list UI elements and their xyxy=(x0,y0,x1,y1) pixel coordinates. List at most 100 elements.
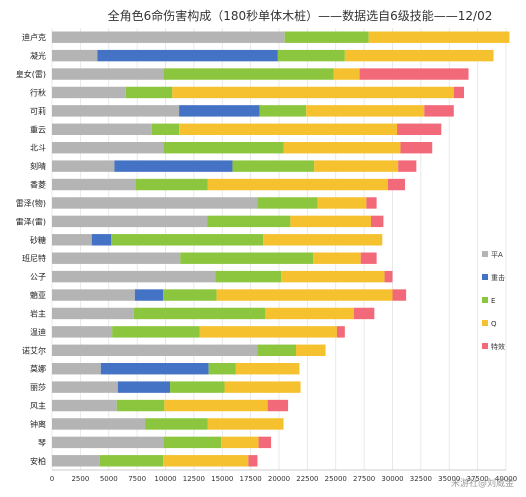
bar-segment xyxy=(453,86,465,99)
bar-segment xyxy=(179,123,398,136)
category-label: 岩主 xyxy=(30,308,46,318)
category-label: 丽莎 xyxy=(30,382,46,392)
bar-segment xyxy=(114,160,233,172)
category-label: 钟离 xyxy=(30,419,46,429)
bar-segment xyxy=(112,326,200,338)
x-axis-tick-labels: 0 2500 5000 7500 10000 12500 15000 17500 20000 22… xyxy=(50,475,517,483)
bar-segment xyxy=(52,141,164,154)
bar-segment xyxy=(397,123,442,136)
bar-segment xyxy=(117,381,171,393)
legend-swatch xyxy=(482,274,488,280)
bar-segment xyxy=(284,31,369,43)
bar-segment xyxy=(52,178,136,191)
legend-swatch xyxy=(482,320,488,326)
bar-segment xyxy=(116,399,165,412)
category-label: 公子 xyxy=(30,273,46,282)
bar-segment xyxy=(290,215,371,228)
x-tick-label: 2500 xyxy=(71,475,89,483)
bar-segment xyxy=(52,68,164,80)
bar-segment xyxy=(313,252,361,264)
bar-segment xyxy=(387,178,405,191)
x-tick-label: 20000 xyxy=(268,475,290,483)
category-label: 琴 xyxy=(38,438,46,447)
grid-lines xyxy=(51,28,507,471)
x-tick-label: 7500 xyxy=(128,475,146,483)
bar-segment xyxy=(257,197,318,209)
bar-segment xyxy=(296,344,326,357)
bar-segment xyxy=(199,326,337,338)
category-label: 皇女(雷) xyxy=(16,69,46,79)
bar-segment xyxy=(207,215,291,228)
bar-segment xyxy=(366,197,377,209)
bar-segment xyxy=(259,105,307,117)
category-label: 重云 xyxy=(30,124,46,134)
x-tick-label: 40000 xyxy=(495,475,517,483)
bar-segment xyxy=(216,289,393,301)
category-label: 可莉 xyxy=(30,106,46,116)
x-tick-label: 0 xyxy=(50,475,54,483)
bar-segment xyxy=(277,49,345,62)
category-label: 北斗 xyxy=(30,144,46,153)
bar-segment xyxy=(52,418,146,430)
bar-segment xyxy=(100,362,209,375)
bar-segment xyxy=(52,436,164,449)
x-tick-label: 17500 xyxy=(239,475,261,483)
bar-segment xyxy=(52,197,258,209)
bar-segment xyxy=(52,307,134,320)
bar-segment xyxy=(52,381,118,393)
bar-segment xyxy=(52,123,152,136)
bar-segment xyxy=(125,86,173,99)
bar-segment xyxy=(52,31,285,43)
bar-segment xyxy=(151,123,180,136)
legend-swatch xyxy=(482,251,488,257)
bar-segment xyxy=(52,86,126,99)
x-tick-label: 5000 xyxy=(100,475,118,483)
bar-segment xyxy=(424,105,454,117)
bar-segment xyxy=(52,270,216,283)
bar-segment xyxy=(163,141,284,154)
bar-segment xyxy=(163,455,249,467)
bar-segment xyxy=(52,326,113,338)
x-tick-label: 35000 xyxy=(438,475,460,483)
category-label: 刻晴 xyxy=(30,161,46,171)
bar-segment xyxy=(180,252,314,264)
bar-segment xyxy=(52,234,92,246)
category-label: 风主 xyxy=(30,401,46,411)
bar-segment xyxy=(135,178,208,191)
bar-segment xyxy=(52,252,181,264)
bar-segment xyxy=(281,270,385,283)
bar-segment xyxy=(232,160,315,172)
bar-segment xyxy=(52,289,135,301)
x-tick-label: 27500 xyxy=(353,475,375,483)
x-tick-label: 32500 xyxy=(410,475,432,483)
category-label: 魈亚 xyxy=(30,290,46,300)
x-tick-label: 22500 xyxy=(296,475,318,483)
bar-segment xyxy=(258,436,272,449)
bar-segment xyxy=(133,307,266,320)
bar-segment xyxy=(179,105,260,117)
bar-segment xyxy=(257,344,297,357)
bar-segment xyxy=(207,178,388,191)
bar-segment xyxy=(111,234,264,246)
bar-segment xyxy=(145,418,208,430)
bar-segment xyxy=(52,455,100,467)
x-tick-label: 37500 xyxy=(466,475,488,483)
chart-title: 全角色6命伤害构成（180秒单体木桩）——数据选自6级技能——12/02 xyxy=(108,8,493,23)
bar-segment xyxy=(344,49,494,62)
category-label: 凝光 xyxy=(30,51,46,61)
bar-segment xyxy=(52,215,208,228)
bar-segment xyxy=(283,141,401,154)
bar-segment xyxy=(248,455,258,467)
category-label: 诺艾尔 xyxy=(22,345,46,355)
category-label: 温迪 xyxy=(30,327,46,337)
category-label: 班尼特 xyxy=(22,253,46,263)
bar-segment xyxy=(97,49,278,62)
x-tick-label: 12500 xyxy=(183,475,205,483)
bar-segment xyxy=(221,436,259,449)
legend: 平A 重击 E Q 特效 xyxy=(482,251,505,351)
category-label: 雷泽(物) xyxy=(16,198,46,208)
bars-layer xyxy=(52,31,510,467)
bar-segment xyxy=(172,86,454,99)
category-label: 莫娜 xyxy=(30,364,46,374)
bar-segment xyxy=(52,160,115,172)
